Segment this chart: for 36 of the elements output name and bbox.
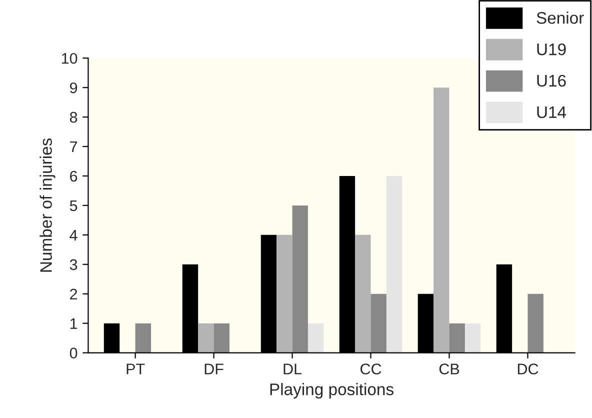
x-tick-label: CB — [439, 364, 460, 374]
y-tick-label: 8 — [70, 112, 78, 123]
bar — [370, 294, 386, 353]
y-tick-label: 4 — [70, 230, 78, 240]
y-tick-label: 5 — [70, 200, 78, 212]
y-tick-label: 6 — [70, 170, 78, 182]
y-tick-label: 10 — [62, 52, 78, 64]
bar — [308, 323, 324, 353]
bar — [434, 88, 450, 353]
legend-label: U14 — [537, 106, 566, 118]
bar — [292, 205, 308, 353]
x-tick-label: DF — [204, 364, 224, 374]
bar — [464, 323, 481, 353]
y-axis-title: Number of injuries — [40, 138, 56, 272]
bar — [386, 176, 402, 353]
y-tick-label: 0 — [70, 348, 78, 358]
x-tick-label: DL — [284, 364, 302, 374]
y-tick-label: 2 — [70, 288, 78, 300]
bar — [449, 323, 465, 353]
y-tick-label: 3 — [70, 259, 78, 270]
bar — [198, 323, 214, 353]
bar — [276, 234, 292, 353]
legend-label: U16 — [537, 74, 566, 87]
bar — [135, 323, 151, 353]
bar — [355, 234, 371, 353]
x-tick-label: DC — [518, 364, 538, 374]
y-tick-label: 1 — [70, 318, 78, 329]
legend-label: U19 — [537, 43, 566, 56]
legend-label: Senior — [536, 12, 584, 24]
bar — [528, 294, 544, 353]
x-tick-label: CC — [360, 364, 382, 374]
y-tick-label: 7 — [70, 142, 78, 152]
y-tick-label: 9 — [70, 82, 78, 94]
x-axis-title: Playing positions — [270, 383, 394, 399]
x-tick-label: PT — [126, 364, 145, 374]
bar — [214, 323, 230, 353]
